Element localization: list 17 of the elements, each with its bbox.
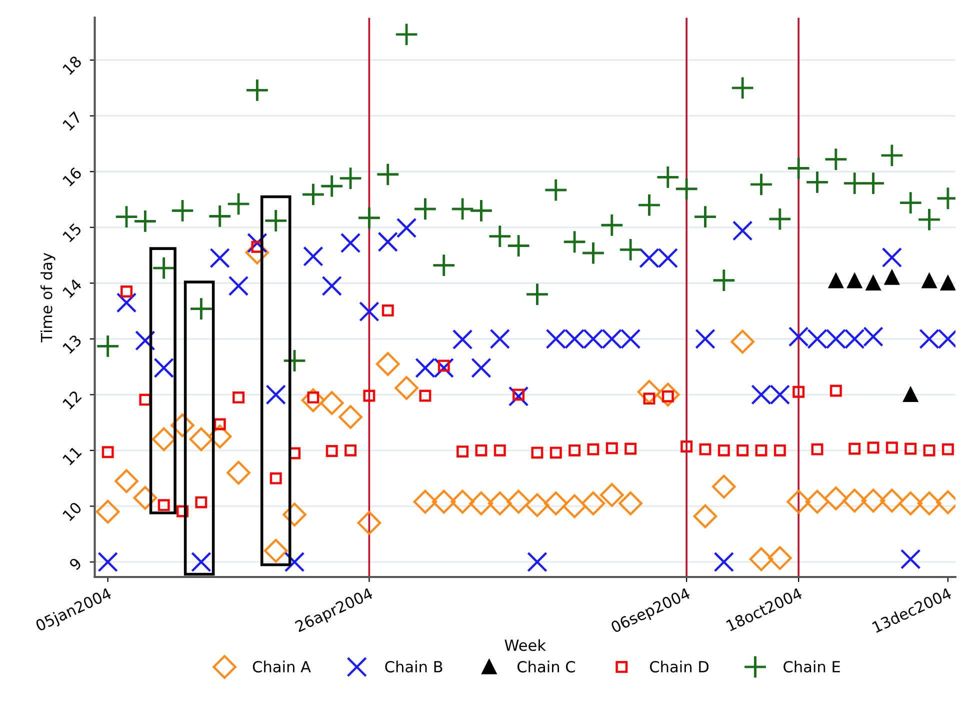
y-axis-title: Time of day — [40, 252, 56, 342]
legend-label: Chain D — [650, 660, 708, 673]
y-tick-label: 14 — [62, 278, 82, 298]
y-tick-label: 17 — [62, 111, 82, 131]
legend-label: Chain B — [385, 660, 442, 673]
y-tick-label: 10 — [62, 501, 82, 522]
y-tick-label: 13 — [62, 334, 82, 354]
legend-label: Chain E — [784, 660, 840, 673]
legend-label: Chain A — [252, 660, 311, 673]
x-axis-title: Week — [504, 639, 546, 652]
y-tick-label: 16 — [62, 166, 82, 187]
legend-label: Chain C — [518, 660, 575, 673]
y-tick-label: 18 — [62, 55, 82, 76]
y-tick-label: 12 — [62, 390, 82, 410]
y-tick-label: 15 — [62, 222, 82, 242]
y-tick-label: 11 — [62, 446, 82, 466]
y-tick-label: 9 — [68, 557, 82, 571]
